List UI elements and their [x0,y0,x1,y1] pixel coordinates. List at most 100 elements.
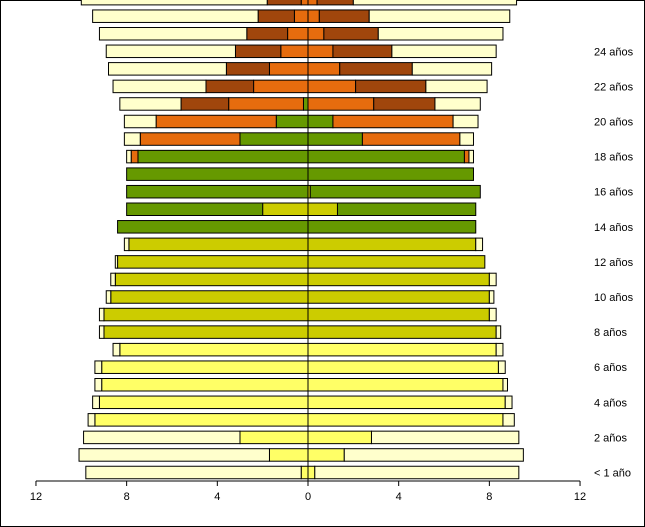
y-tick-label: 2 años [594,432,628,444]
left-bar-segment [98,307,105,322]
left-bar-segment [110,272,116,287]
left-bar-segment [105,290,112,304]
right-bar-segment [307,132,363,146]
left-bar-segment [94,413,309,427]
y-tick-label: 22 años [594,81,634,93]
y-tick-label: 4 años [594,397,628,409]
x-tick-label: 4 [214,491,220,503]
right-bar-segment [316,0,354,6]
left-bar-segment [239,132,309,146]
right-bar-segment [307,9,320,23]
right-bar-segment [307,307,490,322]
y-tick-label: 16 años [594,187,634,199]
left-bar-segment [139,132,241,146]
y-tick-label: 6 años [594,362,628,374]
right-bar-segment [463,149,470,164]
left-bar-segment [119,97,182,111]
right-bar-segment [502,413,515,427]
left-bar-segment [83,430,241,445]
right-bar-segment [373,97,436,111]
left-bar-segment [275,114,309,129]
left-bar-segment [123,114,157,129]
left-bar-segment [101,360,309,374]
right-bar-segment [497,360,506,374]
left-bar-segment [300,465,309,480]
left-bar-segment [266,0,302,6]
right-bar-segment [343,448,524,462]
right-bar-segment [502,378,508,392]
left-bar-segment [105,44,236,59]
left-bar-segment [268,448,309,462]
left-bar-segment [112,342,121,357]
right-bar-segment [332,44,393,59]
x-tick-label: 4 [396,491,402,503]
right-bar-segment [307,272,490,287]
y-tick-label: 24 años [594,46,634,58]
left-bar-segment [246,27,289,41]
left-bar-segment [287,27,309,41]
left-bar-segment [239,430,309,445]
right-bar-segment [307,44,334,59]
left-bar-segment [123,132,141,146]
right-bar-segment [495,325,502,339]
right-bar-segment [318,9,370,23]
right-bar-segment [459,132,474,146]
right-bar-segment [323,27,379,41]
left-bar-segment [103,307,309,322]
right-bar-segment [307,290,490,304]
left-bar-segment [228,97,304,111]
left-bar-segment [101,378,309,392]
y-tick-label: 10 años [594,292,634,304]
right-bar-segment [411,62,493,76]
right-bar-segment [488,290,495,304]
left-bar-segment [302,97,309,111]
left-bar-segment [98,27,248,41]
right-bar-segment [307,149,465,164]
right-bar-segment [309,184,481,199]
right-bar-segment [488,272,497,287]
left-bar-segment [110,290,309,304]
left-bar-segment [137,149,309,164]
right-bar-segment [307,360,499,374]
right-bar-segment [307,342,497,357]
right-bar-segment [307,97,375,111]
left-bar-segment [117,220,309,234]
right-bar-segment [495,342,504,357]
right-bar-segment [377,27,504,41]
left-bar-segment [103,325,309,339]
x-tick-label: 8 [486,491,492,503]
y-tick-label: < 1 año [594,468,631,480]
left-bar-segment [92,9,259,23]
right-bar-segment [332,114,454,129]
right-bar-segment [452,114,479,129]
right-bar-segment [307,465,316,480]
right-bar-segment [307,220,477,234]
x-tick-label: 12 [574,491,586,503]
x-tick-label: 8 [124,491,130,503]
right-bar-segment [307,79,357,94]
left-bar-segment [78,448,270,462]
right-bar-segment [307,395,506,410]
left-bar-segment [253,79,309,94]
right-bar-segment [307,202,338,216]
right-bar-segment [307,62,341,76]
right-bar-segment [336,202,477,216]
left-bar-segment [92,395,100,410]
right-bar-segment [307,448,345,462]
left-bar-segment [80,0,268,6]
left-bar-segment [98,395,309,410]
left-bar-segment [205,79,255,94]
left-bar-segment [85,465,302,480]
right-bar-segment [352,0,518,6]
right-bar-segment [314,465,520,480]
y-tick-label: 8 años [594,327,628,339]
left-bar-segment [293,9,309,23]
right-bar-segment [307,237,477,252]
right-bar-segment [307,413,504,427]
right-bar-segment [361,132,461,146]
left-bar-segment [126,184,309,199]
right-bar-segment [307,114,334,129]
right-bar-segment [434,97,481,111]
left-bar-segment [114,272,309,287]
left-bar-segment [180,97,230,111]
